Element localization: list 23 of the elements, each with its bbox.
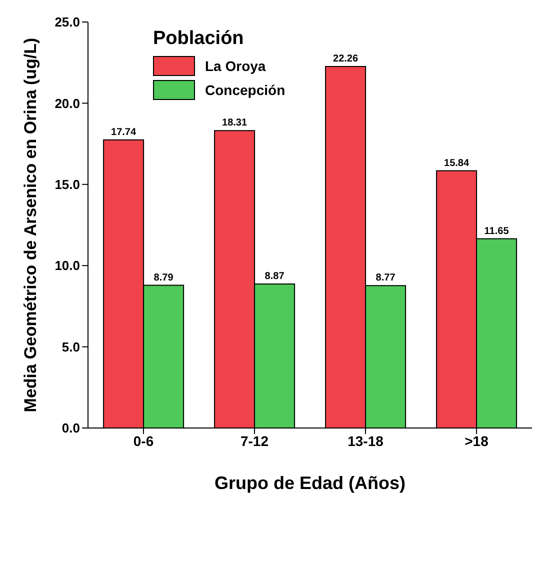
x-tick-label: 0-6 [133, 432, 154, 449]
y-tick-label: 5.0 [62, 339, 80, 354]
data-label: 15.84 [444, 158, 470, 169]
y-axis-title: Media Geométrico de Arsenico en Orina (ug/L) [21, 38, 40, 412]
data-label: 8.77 [376, 272, 396, 284]
y-tick-label: 10.0 [54, 258, 80, 274]
data-label: 17.74 [111, 126, 136, 138]
x-tick-label: 7-12 [240, 432, 269, 449]
y-tick-label: 15.0 [54, 177, 80, 192]
data-label: 11.65 [484, 226, 510, 237]
x-axis-title: Grupo de Edad (Años) [214, 472, 406, 493]
x-tick-label: 13-18 [348, 432, 384, 449]
legend-title: Población [153, 28, 245, 50]
legend-label: La Oroya [205, 58, 266, 74]
x-tick-label: >18 [464, 432, 489, 449]
y-tick-label: 20.0 [54, 96, 80, 111]
y-tick-label: 25.0 [54, 14, 80, 30]
data-label: 22.26 [333, 54, 358, 64]
data-label: 8.87 [264, 270, 285, 282]
data-label: 18.31 [222, 118, 248, 129]
y-tick-label: 0.0 [62, 420, 80, 436]
data-label: 8.79 [154, 272, 174, 284]
legend-label: Concepción [205, 82, 286, 98]
